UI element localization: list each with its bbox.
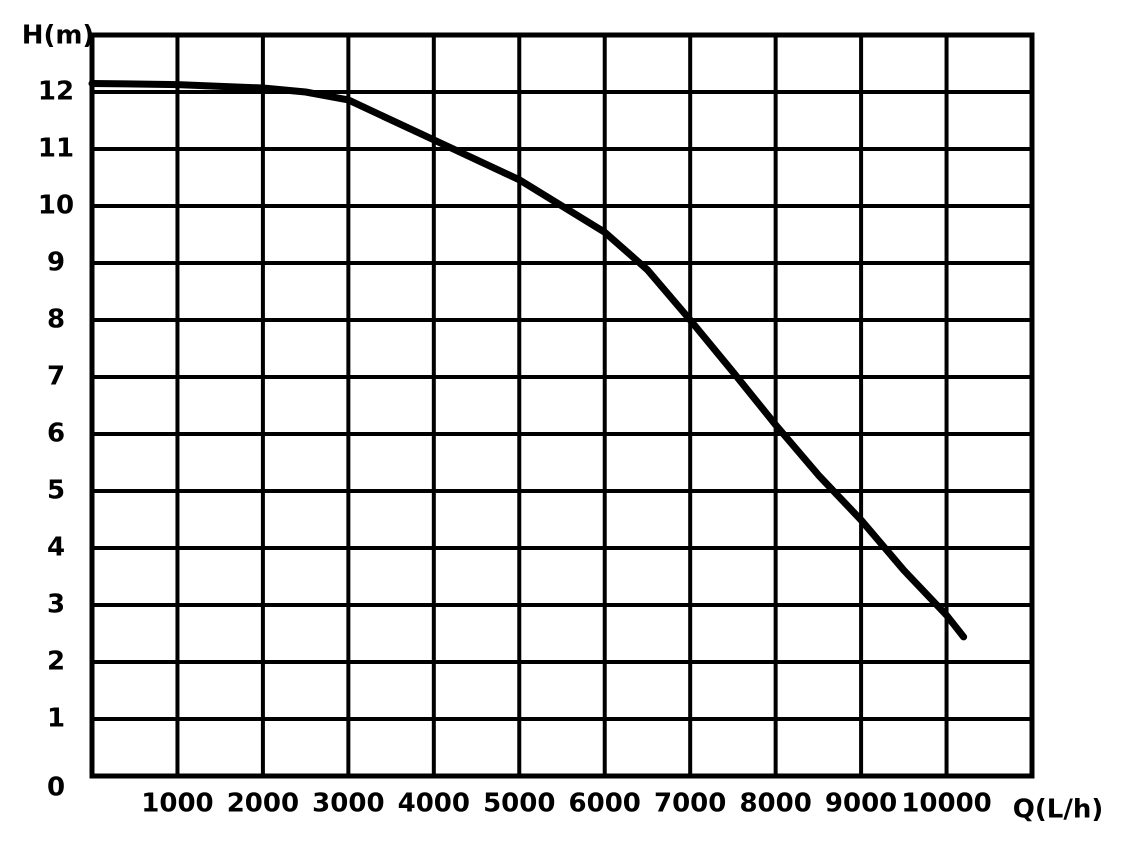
x-tick-label: 9000 — [825, 789, 897, 819]
x-tick-label: 2000 — [227, 789, 299, 819]
x-tick-label: 8000 — [739, 789, 811, 819]
curve — [88, 79, 968, 641]
x-tick-label: 3000 — [312, 789, 384, 819]
x-tick-label: 7000 — [654, 789, 726, 819]
y-tick-label: 0 — [47, 773, 65, 803]
y-tick-label: 1 — [47, 704, 65, 734]
y-tick-label: 10 — [38, 191, 74, 221]
y-tick-label: 2 — [47, 647, 65, 677]
x-tick-label: 6000 — [569, 789, 641, 819]
y-axis-label: H(m) — [22, 21, 95, 51]
y-tick-label: 3 — [47, 590, 65, 620]
x-axis-label: Q(L/h) — [1013, 795, 1103, 825]
y-tick-label: 9 — [47, 248, 65, 278]
plot-frame — [89, 32, 1035, 779]
y-tick-label: 11 — [38, 134, 74, 164]
y-tick-label: 4 — [47, 533, 65, 563]
x-tick-label: 4000 — [398, 789, 470, 819]
y-tick-label: 7 — [47, 362, 65, 392]
y-tick-label: 12 — [38, 77, 74, 107]
y-tick-label: 5 — [47, 476, 65, 506]
x-tick-label: 1000 — [141, 789, 213, 819]
y-tick-label: 6 — [47, 419, 65, 449]
y-tick-label: 8 — [47, 305, 65, 335]
x-tick-label: 10000 — [901, 789, 991, 819]
x-tick-label: 5000 — [483, 789, 555, 819]
